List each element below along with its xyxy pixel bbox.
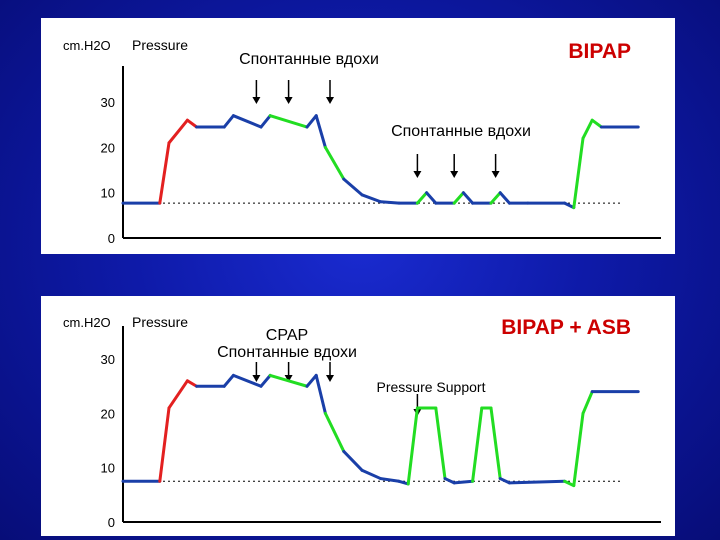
pressure-trace-segment bbox=[305, 373, 318, 388]
annotation-label: Спонтанные вдохи bbox=[391, 123, 531, 140]
pressure-trace-segment bbox=[563, 479, 576, 488]
pressure-trace-segment bbox=[222, 373, 235, 388]
pressure-trace-segment bbox=[489, 191, 502, 205]
pressure-trace-segment bbox=[572, 136, 585, 210]
pressure-trace-segment bbox=[360, 468, 383, 481]
bipap-asb-pressure-chart: 0 10 20 30 cm.H2O Pressure BIPAP + ASB CPAP Спон… bbox=[63, 314, 661, 530]
pressure-trace-segment bbox=[268, 373, 309, 388]
pressure-trace-segment bbox=[185, 379, 199, 388]
pressure-trace-segment bbox=[572, 411, 585, 488]
pressure-trace-segment bbox=[406, 406, 419, 486]
pressure-trace-segment bbox=[323, 145, 346, 181]
pressure-trace-segment bbox=[581, 118, 594, 140]
series-label: Pressure bbox=[132, 37, 188, 53]
annotation-arrow-head bbox=[252, 97, 261, 104]
annotation-line: Спонтанные вдохи bbox=[391, 123, 531, 140]
chart-title: BIPAP + ASB bbox=[501, 316, 631, 339]
chart-title: BIPAP bbox=[568, 40, 631, 63]
annotation-arrow-head bbox=[326, 375, 334, 382]
pressure-trace-segment bbox=[452, 479, 475, 485]
annotation-arrow-head bbox=[284, 375, 293, 382]
y-axis-label: cm.H2O bbox=[63, 315, 111, 330]
pressure-trace-segment bbox=[360, 193, 383, 204]
pressure-trace-segment bbox=[507, 479, 567, 485]
y-tick-label: 20 bbox=[101, 140, 115, 155]
annotation-line: Спонтанные вдохи bbox=[239, 51, 379, 68]
y-tick-label: 0 bbox=[108, 231, 115, 246]
annotation-arrow-head bbox=[284, 97, 293, 104]
series-label: Pressure bbox=[132, 314, 188, 330]
pressure-trace-segment bbox=[259, 114, 272, 129]
pressure-trace-segment bbox=[323, 411, 346, 453]
pressure-trace-segment bbox=[185, 118, 199, 129]
y-tick-label: 20 bbox=[101, 406, 115, 421]
pressure-trace-segment bbox=[498, 191, 511, 205]
pressure-trace-segment bbox=[397, 479, 410, 486]
panel-bipap: 0 10 20 30 cm.H2O Pressure BIPAP Спонтанные вдо… bbox=[41, 18, 675, 254]
y-tick-label: 10 bbox=[101, 461, 115, 476]
pressure-trace-segment bbox=[581, 390, 594, 415]
pressure-trace-segment bbox=[314, 373, 327, 415]
pressure-trace-segment bbox=[158, 406, 171, 483]
y-tick-label: 30 bbox=[101, 95, 115, 110]
pressure-trace-segment bbox=[222, 114, 235, 129]
annotation-line: CPAP bbox=[266, 327, 308, 344]
pressure-trace-segment bbox=[489, 406, 502, 481]
pressure-trace-segment bbox=[342, 177, 364, 197]
y-tick-label: 10 bbox=[101, 186, 115, 201]
pressure-trace-segment bbox=[231, 114, 263, 129]
annotation-line: Pressure Support bbox=[377, 379, 486, 395]
bipap-pressure-chart: 0 10 20 30 cm.H2O Pressure BIPAP Спонтанные вдо… bbox=[63, 37, 661, 246]
annotation-arrow-head bbox=[326, 97, 334, 104]
pressure-trace-segment bbox=[443, 477, 456, 485]
y-tick-label: 0 bbox=[108, 515, 115, 530]
pressure-trace-segment bbox=[461, 191, 475, 205]
pressure-trace-segment bbox=[471, 406, 484, 483]
panel-bipap-asb: 0 10 20 30 cm.H2O Pressure BIPAP + ASB CPAP Спон… bbox=[41, 296, 675, 536]
annotation-arrow-head bbox=[252, 375, 261, 382]
pressure-trace-segment bbox=[563, 201, 576, 210]
pressure-trace-segment bbox=[434, 406, 447, 481]
pressure-trace-segment bbox=[158, 141, 171, 205]
annotation-label: Pressure Support bbox=[377, 379, 486, 395]
annotation-label: Спонтанные вдохи bbox=[239, 51, 379, 68]
pressure-trace-segment bbox=[268, 114, 309, 129]
pressure-trace-segment bbox=[379, 200, 401, 205]
pressure-trace-segment bbox=[342, 449, 364, 472]
pressure-trace-segment bbox=[259, 373, 272, 388]
pressure-trace-segment bbox=[305, 114, 318, 129]
pressure-trace-segment bbox=[415, 191, 429, 205]
pressure-trace-segment bbox=[498, 477, 511, 485]
annotation-arrow-head bbox=[413, 171, 422, 178]
annotation-label: CPAP Спонтанные вдохи bbox=[217, 327, 357, 361]
annotation-arrow-head bbox=[450, 171, 459, 178]
y-axis-label: cm.H2O bbox=[63, 38, 111, 53]
pressure-trace-segment bbox=[231, 373, 263, 388]
pressure-trace-segment bbox=[379, 477, 401, 483]
annotation-arrow-head bbox=[491, 171, 500, 178]
pressure-trace-segment bbox=[590, 118, 603, 129]
pressure-trace-segment bbox=[425, 191, 438, 205]
annotation-line: Спонтанные вдохи bbox=[217, 344, 357, 361]
y-tick-label: 30 bbox=[101, 352, 115, 367]
pressure-trace-segment bbox=[314, 114, 327, 149]
pressure-trace-segment bbox=[167, 379, 189, 410]
pressure-trace-segment bbox=[167, 118, 189, 145]
pressure-trace-segment bbox=[452, 191, 465, 205]
